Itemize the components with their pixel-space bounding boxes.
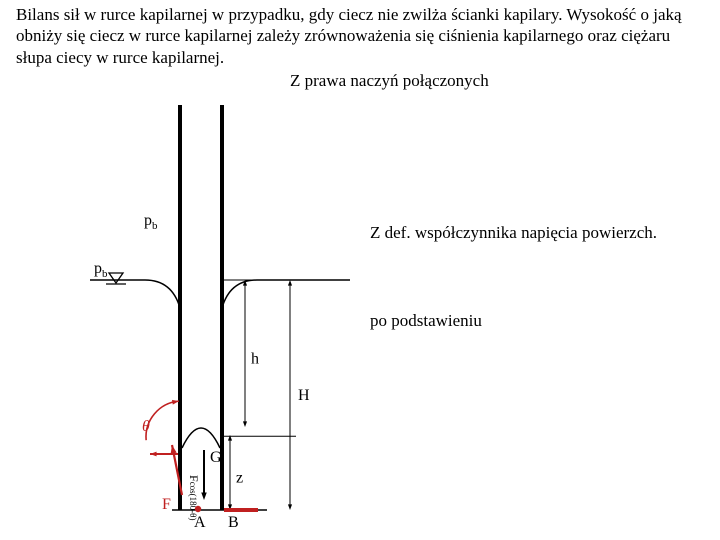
svg-text:θ: θ — [142, 418, 150, 435]
substitution-line-text: po podstawieniu — [370, 311, 482, 330]
intro-paragraph: Bilans sił w rurce kapilarnej w przypadk… — [16, 4, 706, 68]
law-line-text: Z prawa naczyń połączonych — [290, 71, 489, 90]
intro-paragraph-text: Bilans sił w rurce kapilarnej w przypadk… — [16, 5, 682, 67]
svg-text:B: B — [228, 514, 239, 531]
svg-text:h: h — [251, 351, 259, 368]
substitution-line: po podstawieniu — [370, 310, 482, 331]
definition-line: Z def. współczynnika napięcia powierzch. — [370, 222, 657, 243]
svg-text:H: H — [298, 387, 310, 404]
capillary-diagram: HhzGFFcos(180-θ)θpbpbAB — [70, 95, 360, 535]
svg-text:pb: pb — [144, 212, 158, 232]
svg-text:z: z — [236, 470, 243, 487]
svg-text:G: G — [210, 449, 222, 466]
svg-text:pb: pb — [94, 260, 108, 280]
law-line: Z prawa naczyń połączonych — [290, 70, 489, 91]
svg-text:A: A — [194, 514, 206, 531]
definition-line-text: Z def. współczynnika napięcia powierzch. — [370, 223, 657, 242]
svg-text:F: F — [162, 496, 171, 513]
